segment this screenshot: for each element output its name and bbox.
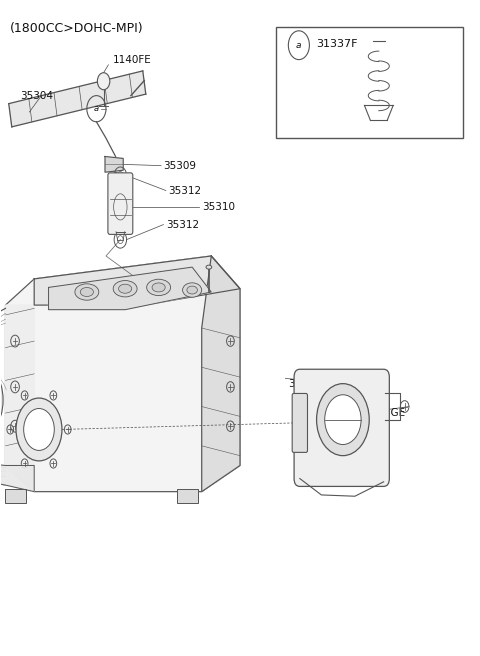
Ellipse shape [75, 284, 99, 300]
Circle shape [324, 395, 361, 445]
Polygon shape [9, 71, 146, 127]
Bar [276, 27, 463, 138]
Circle shape [317, 384, 369, 456]
Ellipse shape [206, 265, 212, 269]
Text: 35309: 35309 [163, 161, 196, 171]
Text: 1123GE: 1123GE [364, 408, 406, 418]
Ellipse shape [80, 287, 94, 297]
Text: a: a [94, 104, 99, 113]
Text: 35312: 35312 [168, 186, 201, 195]
Text: 31337F: 31337F [317, 39, 358, 49]
Text: (1800CC>DOHC-MPI): (1800CC>DOHC-MPI) [10, 22, 144, 35]
Text: 35304: 35304 [20, 91, 53, 100]
Polygon shape [48, 267, 211, 310]
Circle shape [0, 358, 3, 443]
Text: 35100: 35100 [288, 379, 321, 388]
Polygon shape [34, 256, 240, 305]
Circle shape [24, 409, 54, 451]
Circle shape [97, 73, 110, 90]
Bar [4, 489, 25, 503]
Polygon shape [202, 256, 240, 491]
Ellipse shape [147, 279, 170, 296]
Ellipse shape [187, 286, 197, 294]
Ellipse shape [152, 283, 165, 292]
Text: 1140FE: 1140FE [113, 54, 152, 64]
Polygon shape [5, 305, 34, 491]
FancyBboxPatch shape [292, 394, 308, 453]
Ellipse shape [113, 281, 137, 297]
Circle shape [16, 398, 62, 461]
FancyBboxPatch shape [108, 173, 133, 234]
Ellipse shape [119, 284, 132, 293]
Text: 35310: 35310 [202, 202, 235, 212]
Polygon shape [105, 157, 123, 173]
FancyBboxPatch shape [294, 369, 389, 486]
Polygon shape [5, 256, 240, 491]
Polygon shape [0, 446, 34, 491]
Text: 35312: 35312 [166, 220, 199, 230]
Text: a: a [296, 41, 301, 50]
Bar [177, 489, 198, 503]
Ellipse shape [182, 283, 202, 297]
